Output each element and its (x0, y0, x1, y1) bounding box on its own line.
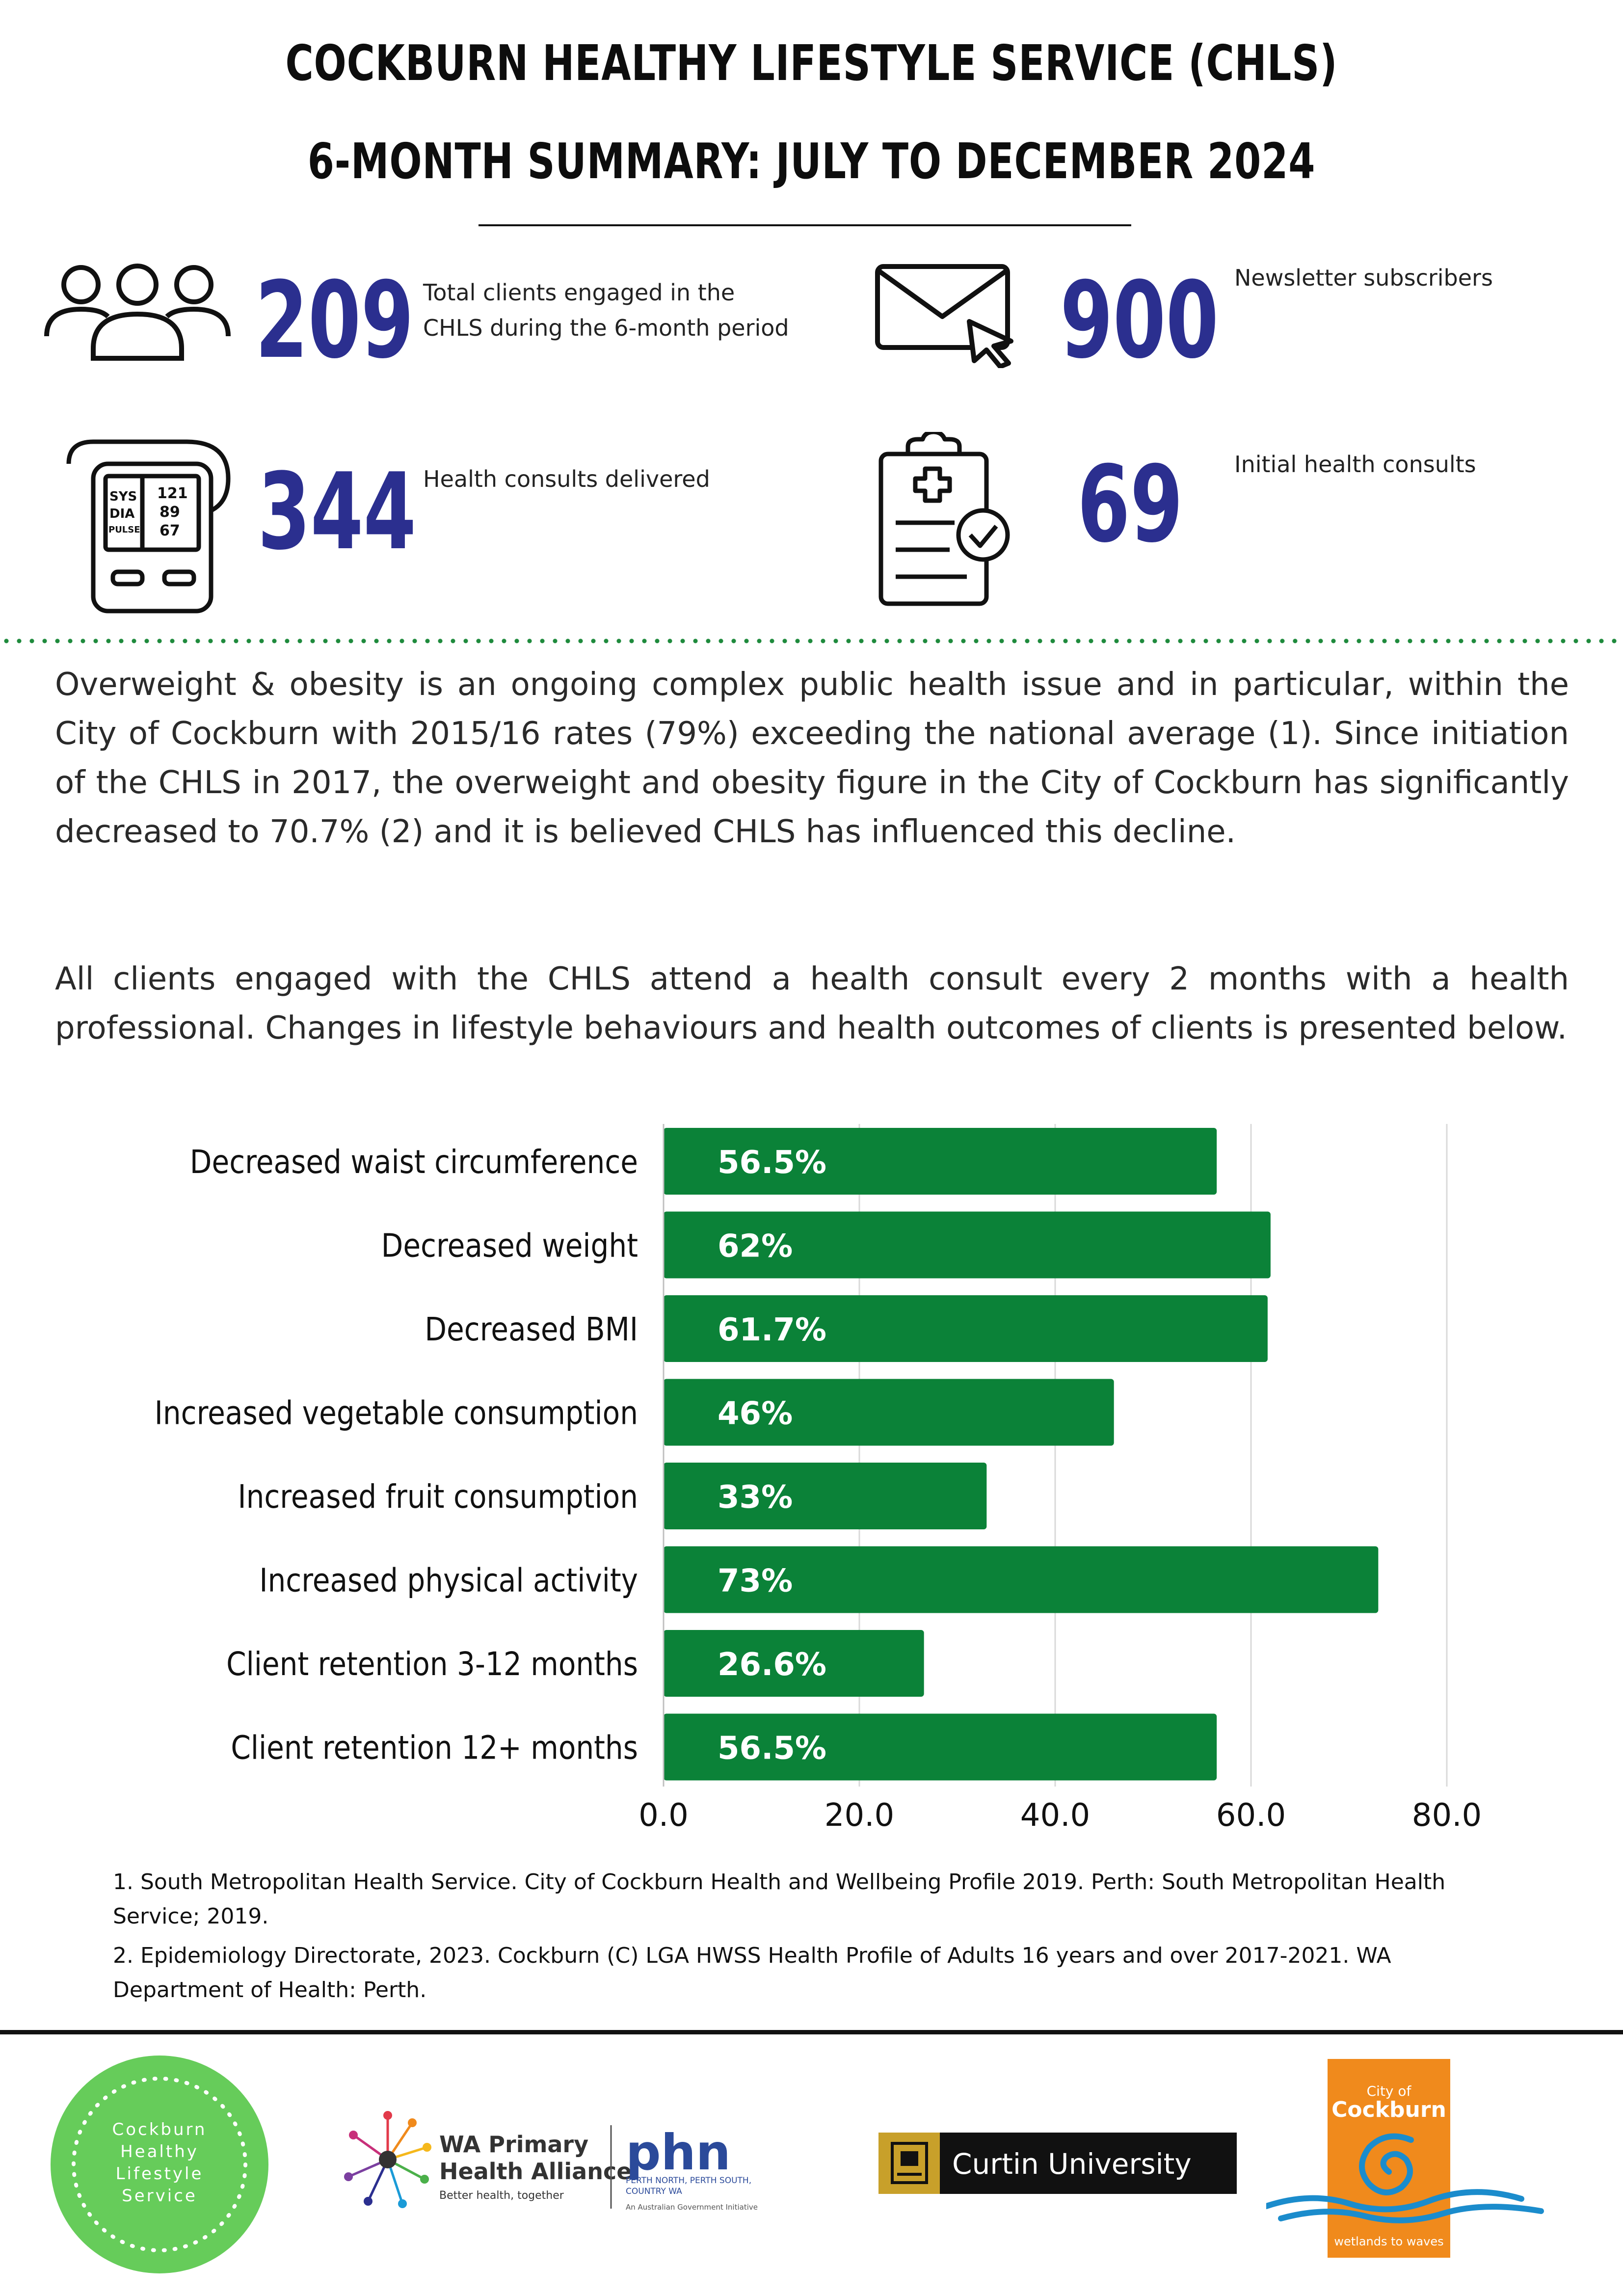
curtin-logo: Curtin University (878, 2133, 1237, 2194)
phn-sub-3: An Australian Government Initiative (626, 2203, 758, 2212)
stat-consults-value: 344 (258, 450, 417, 573)
data-label: 26.6% (718, 1647, 826, 1683)
reference-2: 2. Epidemiology Directorate, 2023. Cockb… (113, 1943, 1391, 2002)
envelope-icon (875, 264, 1013, 368)
category-label: Client retention 3-12 months (226, 1645, 638, 1683)
bp-sys-label: SYS (109, 489, 137, 504)
chls-logo-text-1: Cockburn (112, 2120, 207, 2139)
bar (664, 1295, 1268, 1362)
page-subtitle: 6-MONTH SUMMARY: JULY TO DECEMBER 2024 (307, 133, 1316, 190)
x-tick-label: 40.0 (1020, 1797, 1091, 1834)
cockburn-city-of: City of (1367, 2083, 1412, 2099)
bp-sys-value: 121 (157, 485, 188, 502)
bar (664, 1211, 1271, 1279)
reference-1: 1. South Metropolitan Health Service. Ci… (113, 1869, 1446, 1929)
phn-wordmark: phn (626, 2124, 731, 2181)
stat-initial-consults-label: Initial health consults (1234, 451, 1476, 478)
category-label: Increased physical activity (259, 1561, 638, 1600)
chls-logo: Cockburn Healthy Lifestyle Service (51, 2056, 268, 2273)
data-label: 33% (718, 1479, 793, 1516)
curtin-name: Curtin University (952, 2147, 1192, 2181)
wapha-phn-logo: WA Primary Health Alliance Better health… (344, 2111, 758, 2212)
bp-dia-value: 89 (160, 504, 180, 521)
stat-newsletter-label: Newsletter subscribers (1234, 265, 1493, 291)
stat-newsletter-value: 900 (1060, 259, 1219, 382)
people-icon (44, 264, 231, 361)
title-divider (479, 224, 1131, 226)
chls-logo-text-2: Healthy (120, 2142, 199, 2162)
bar (664, 1713, 1217, 1781)
x-tick-label: 20.0 (825, 1797, 895, 1834)
bar (664, 1128, 1217, 1195)
wapha-name-2: Health Alliance (439, 2158, 632, 2185)
bar (664, 1546, 1379, 1613)
data-label: 56.5% (718, 1145, 826, 1181)
data-label: 46% (718, 1396, 793, 1432)
bp-pulse-label: PULSE (108, 525, 140, 535)
category-label: Decreased BMI (425, 1310, 638, 1348)
stat-initial-consults-value: 69 (1077, 443, 1183, 566)
cockburn-name: Cockburn (1331, 2097, 1446, 2122)
stat-total-clients-value: 209 (255, 259, 414, 382)
x-tick-label: 60.0 (1216, 1797, 1286, 1834)
data-label: 61.7% (718, 1312, 826, 1348)
stat-total-clients-label-1: Total clients engaged in the (423, 279, 735, 306)
clipboard-check-icon (878, 432, 1010, 606)
bar (664, 1630, 924, 1697)
blood-pressure-monitor-icon: SYS DIA PULSE 121 89 67 (66, 439, 231, 614)
phn-sub-2: COUNTRY WA (626, 2187, 682, 2196)
city-of-cockburn-logo: City of Cockburn wetlands to waves (1266, 2059, 1544, 2258)
category-label: Client retention 12+ months (231, 1729, 638, 1767)
bar (664, 1463, 987, 1529)
stat-total-clients-label-2: CHLS during the 6-month period (423, 315, 789, 341)
x-tick-label: 80.0 (1412, 1797, 1482, 1834)
wapha-tagline: Better health, together (439, 2189, 564, 2202)
page-title: COCKBURN HEALTHY LIFESTYLE SERVICE (CHLS… (285, 34, 1338, 92)
footer-divider (0, 2030, 1623, 2034)
bar (664, 1379, 1114, 1446)
intro-paragraph-2: All clients engaged with the CHLS attend… (55, 961, 1569, 1046)
cockburn-tagline: wetlands to waves (1334, 2235, 1443, 2248)
x-tick-label: 0.0 (639, 1797, 689, 1834)
intro-paragraph-1: Overweight & obesity is an ongoing compl… (55, 667, 1569, 850)
data-label: 56.5% (718, 1731, 826, 1767)
bar-chart: Decreased waist circumference 56.5% Decrea… (155, 1124, 1482, 1834)
chls-logo-text-3: Lifestyle (116, 2164, 204, 2184)
dotted-divider (0, 638, 1623, 644)
data-label: 73% (718, 1563, 793, 1600)
bp-pulse-value: 67 (160, 522, 180, 539)
data-label: 62% (718, 1228, 793, 1265)
category-label: Increased fruit consumption (238, 1477, 638, 1516)
chls-logo-text-4: Service (122, 2186, 197, 2206)
phn-sub-1: PERTH NORTH, PERTH SOUTH, (626, 2176, 751, 2186)
category-label: Increased vegetable consumption (155, 1394, 638, 1432)
stat-consults-label: Health consults delivered (423, 466, 710, 492)
category-label: Decreased weight (381, 1227, 638, 1265)
bp-dia-label: DIA (109, 507, 134, 521)
wapha-name-1: WA Primary (439, 2131, 588, 2158)
category-label: Decreased waist circumference (190, 1143, 638, 1181)
